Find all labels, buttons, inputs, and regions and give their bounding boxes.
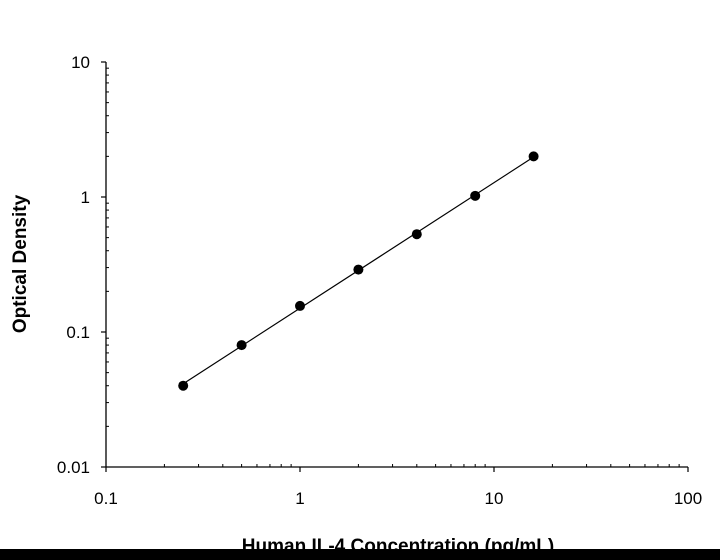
y-tick-label: 1: [81, 188, 90, 207]
y-axis-title: Optical Density: [10, 194, 31, 333]
data-point: [353, 264, 364, 275]
y-tick-label: 0.01: [57, 458, 90, 477]
x-tick-label: 100: [674, 489, 702, 508]
data-point: [411, 229, 422, 240]
y-tick-label: 10: [71, 53, 90, 72]
x-tick-label: 10: [485, 489, 504, 508]
x-tick-label: 0.1: [94, 489, 118, 508]
data-point: [295, 300, 305, 311]
y-tick-label: 0.1: [66, 323, 90, 342]
axes: [101, 61, 689, 472]
data-point: [528, 151, 539, 162]
data-point: [178, 380, 189, 391]
data-point: [236, 340, 247, 351]
x-tick-label: 1: [295, 489, 304, 508]
data-marks: [178, 151, 539, 391]
bottom-bar: [0, 549, 720, 560]
data-point: [470, 190, 481, 201]
